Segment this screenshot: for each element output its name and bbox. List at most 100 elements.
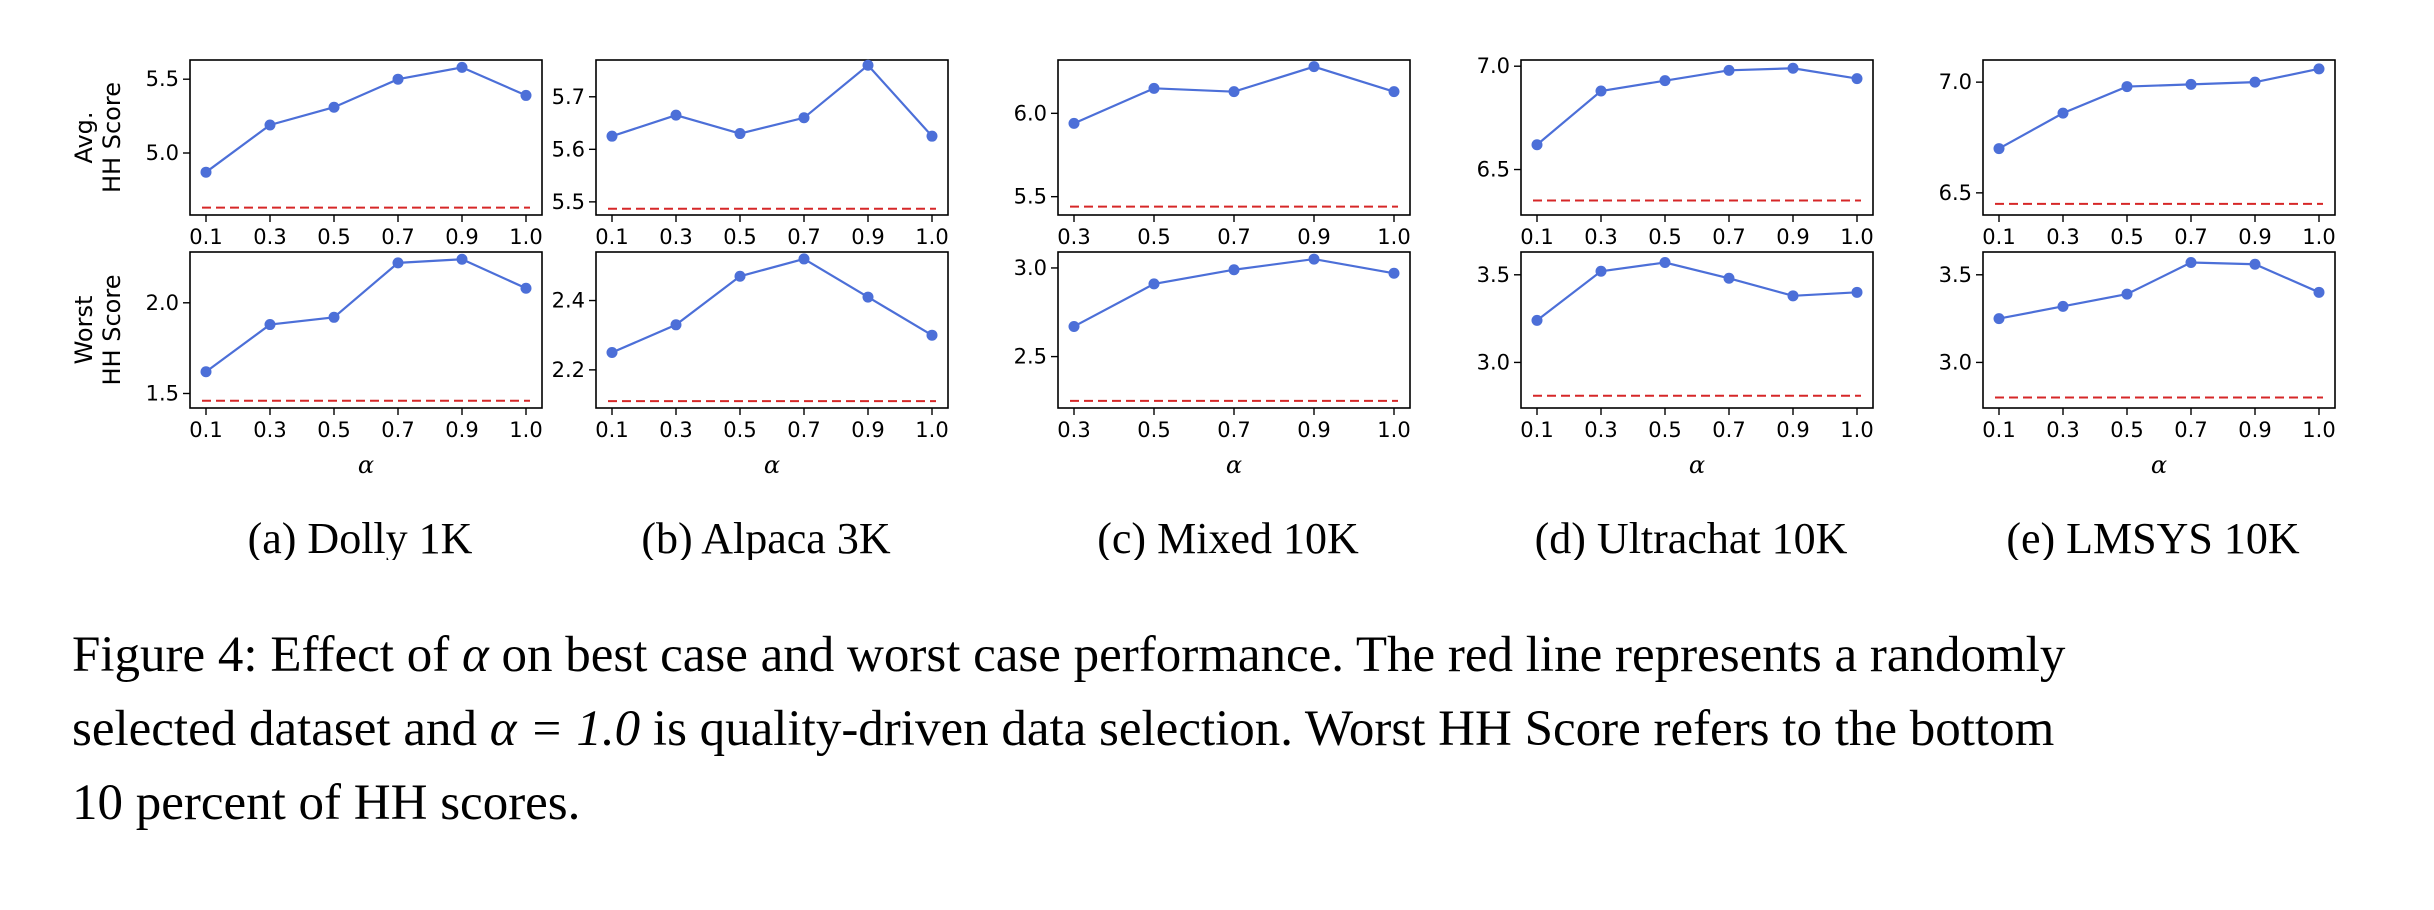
data-point [2313,286,2325,298]
x-tick-label: 0.7 [787,418,820,442]
data-point [1723,272,1735,284]
plot-frame [595,251,949,409]
y-tick-label: 1.5 [146,381,179,405]
x-tick-label: 0.9 [1776,418,1809,442]
x-tick-label: 0.5 [1648,418,1681,442]
x-tick-label: 0.7 [1217,225,1250,249]
data-point [1787,290,1799,302]
subplot-top: 5.5 5.6 5.7 0.1 0.3 0.5 0.7 0.9 1.0 [552,59,949,249]
plot-frame [189,251,543,409]
subplot-bottom: 2.5 3.0 0.3 0.5 0.7 0.9 1.0 [1014,251,1411,442]
subplot-top: 6.5 7.0 0.1 0.3 0.5 0.7 0.9 1.0 [1477,54,1874,249]
y-tick-label: 5.7 [552,85,585,109]
caption-text: Figure 4: Effect of [72,627,462,683]
x-tick-label: 0.9 [1297,418,1330,442]
figure-4-panels: 5.0 5.5 0.1 0.3 0.5 0.7 0.9 1.0 1.5 2.0 0.1 0.3 0.5 0… [70,54,2336,560]
x-tick-label: 0.3 [1584,225,1617,249]
x-tick-label: 0.3 [659,225,692,249]
data-point [264,319,276,331]
x-tick-label: 0.1 [1982,418,2015,442]
data-point [2313,63,2325,75]
x-tick-label: 0.9 [851,418,884,442]
y-tick-label: 2.4 [552,289,585,313]
x-tick-label: 0.9 [1776,225,1809,249]
data-point [606,347,618,359]
x-tick-label: 0.9 [2238,225,2271,249]
plot-frame [595,59,949,216]
y-tick-label: 2.2 [552,358,585,382]
panel-subcaption: (e) LMSYS 10K [2006,514,2300,560]
plot-frame [1520,59,1874,216]
x-tick-label: 1.0 [1840,225,1873,249]
y-axis-label-line: HH Score [98,82,126,193]
data-point [2121,288,2133,300]
data-point [862,291,874,303]
x-axis-label: α [2151,451,2167,479]
data-point [1993,143,2005,155]
x-tick-label: 0.7 [381,418,414,442]
data-point [798,253,810,265]
caption-text: is quality-driven data selection. Worst … [640,701,2055,757]
data-point [1228,86,1240,98]
data-point [1531,139,1543,151]
x-tick-label: 0.9 [445,225,478,249]
x-tick-label: 0.9 [1297,225,1330,249]
x-tick-label: 0.3 [253,418,286,442]
series-line [611,63,933,138]
panel-5: 6.5 7.0 0.1 0.3 0.5 0.7 0.9 1.0 3.0 3.5 0.1 0.3 0.5 0… [1939,59,2336,560]
x-tick-label: 0.7 [2174,225,2207,249]
subplot-bottom: 3.0 3.5 0.1 0.3 0.5 0.7 0.9 1.0 [1477,251,1874,442]
data-point [200,366,212,378]
y-tick-label: 7.0 [1477,54,1510,78]
x-tick-label: 0.3 [659,418,692,442]
caption-line-2: selected dataset and α = 1.0 is quality-… [72,692,2372,766]
data-point [520,89,532,101]
x-tick-label: 0.3 [1057,418,1090,442]
x-tick-label: 0.1 [1520,418,1553,442]
y-tick-label: 5.5 [146,67,179,91]
x-tick-label: 0.1 [595,225,628,249]
caption-text: selected dataset and [72,701,490,757]
x-axis-label: α [358,451,374,479]
data-point [2185,78,2197,90]
y-tick-label: 6.5 [1939,181,1972,205]
data-point [1787,62,1799,74]
plot-frame [189,59,543,216]
panel-subcaption: (b) Alpaca 3K [641,514,890,560]
data-point [1388,267,1400,279]
y-axis-label-line: Worst [70,296,98,365]
series-line [611,257,933,354]
data-point [1851,286,1863,298]
x-tick-label: 1.0 [1377,418,1410,442]
x-tick-label: 0.5 [1648,225,1681,249]
panel-4: 6.5 7.0 0.1 0.3 0.5 0.7 0.9 1.0 3.0 3.5 0.1 0.3 0.5 0… [1477,54,1874,560]
x-tick-label: 0.3 [253,225,286,249]
plot-frame [1982,251,2336,409]
x-tick-label: 0.7 [1712,418,1745,442]
x-tick-label: 0.5 [2110,225,2143,249]
caption-alpha-symbol: α [461,627,489,683]
y-tick-label: 6.0 [1014,101,1047,125]
data-point [2185,257,2197,269]
y-tick-label: 5.5 [1014,185,1047,209]
x-tick-label: 0.3 [1584,418,1617,442]
x-tick-label: 1.0 [509,225,542,249]
series-line [1998,67,2320,150]
caption-line-1: Figure 4: Effect of α on best case and w… [72,618,2372,692]
figure-caption: Figure 4: Effect of α on best case and w… [72,618,2372,840]
data-point [1531,314,1543,326]
data-point [2057,107,2069,119]
data-point [456,253,468,265]
caption-alpha-equation: α = 1.0 [489,701,641,757]
x-tick-label: 0.1 [189,225,222,249]
subplot-bottom: 1.5 2.0 0.1 0.3 0.5 0.7 0.9 1.0 [146,251,543,442]
x-tick-label: 1.0 [915,418,948,442]
plot-frame [1057,251,1411,409]
data-point [862,59,874,71]
data-point [670,319,682,331]
y-tick-label: 3.0 [1477,350,1510,374]
x-tick-label: 1.0 [1840,418,1873,442]
y-tick-label: 5.0 [146,141,179,165]
data-point [1308,253,1320,265]
data-point [1659,75,1671,87]
